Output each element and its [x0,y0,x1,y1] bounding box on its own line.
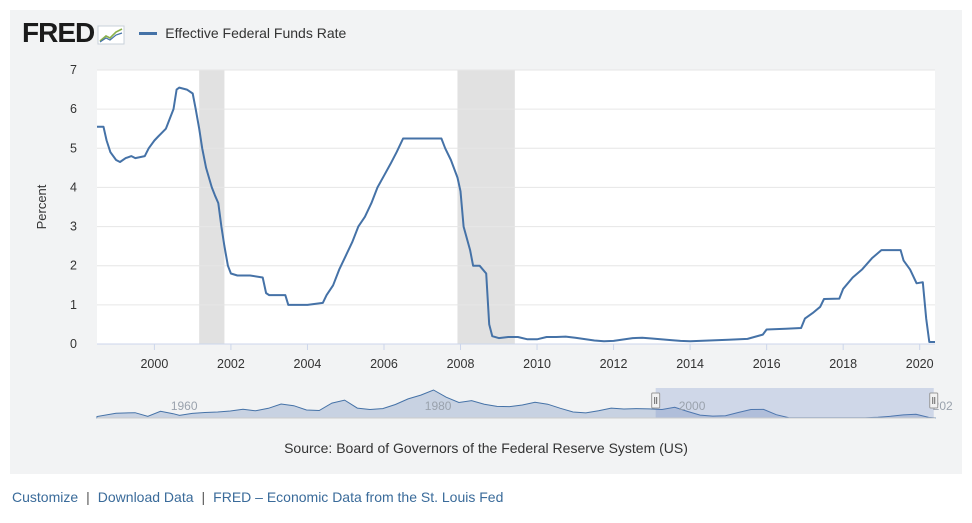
x-tick-label: 2018 [829,357,857,371]
y-tick-label: 6 [70,102,77,116]
navigator-tick-label: 1960 [171,399,198,413]
chart-svg: 0 1 2 3 4 5 6 7 2000 2002 2004 2006 2008 2010 2012 2014… [34,63,953,419]
legend-swatch [139,31,158,35]
x-tick-label: 2014 [676,357,704,371]
x-tick-label: 2000 [140,357,168,371]
x-tick-label: 2010 [523,357,551,371]
y-tick-label: 7 [70,63,77,77]
navigator-tick-label: 1980 [425,399,452,413]
recession-band [457,70,515,344]
x-tick-label: 2002 [217,357,245,371]
plot-area: 0 1 2 3 4 5 6 7 2000 2002 2004 2006 2008 2010 2012 2014… [34,63,935,371]
y-tick-label: 5 [70,141,77,155]
x-tick-label: 2020 [906,357,934,371]
download-data-link[interactable]: Download Data [97,489,194,505]
y-tick-label: 1 [70,298,77,312]
fred-home-link[interactable]: FRED – Economic Data from the St. Louis … [213,489,504,505]
navigator-selection [655,388,934,418]
plot-background [97,70,935,344]
y-tick-label: 0 [70,337,77,351]
customize-link[interactable]: Customize [12,489,79,505]
navigator: 1960 1980 2000 202 [96,388,953,419]
y-tick-label: 4 [70,180,77,194]
source-text: Source: Board of Governors of the Federa… [284,440,688,456]
x-tick-label: 2016 [753,357,781,371]
x-tick-label: 2004 [294,357,322,371]
footer-separator: | [86,489,90,505]
navigator-tick-label: 2000 [679,399,706,413]
x-tick-label: 2012 [600,357,628,371]
x-tick-label: 2006 [370,357,398,371]
navigator-handle[interactable] [929,392,939,409]
navigator-handle[interactable] [651,392,661,409]
footer-separator: | [201,489,206,505]
series-line [97,86,935,343]
chart-header: FRED Effective Federal Funds Rate [22,18,346,48]
y-axis-label: Percent [34,184,49,229]
y-tick-label: 3 [70,220,77,234]
legend-series-label[interactable]: Effective Federal Funds Rate [165,25,347,41]
fred-logo[interactable]: FRED [22,17,95,48]
x-tick-label: 2008 [447,357,475,371]
y-tick-label: 2 [70,259,77,273]
fred-logo-chart-icon [97,25,125,45]
recession-band [199,70,225,344]
footer-links: Customize | Download Data | FRED – Economic … [12,489,503,505]
